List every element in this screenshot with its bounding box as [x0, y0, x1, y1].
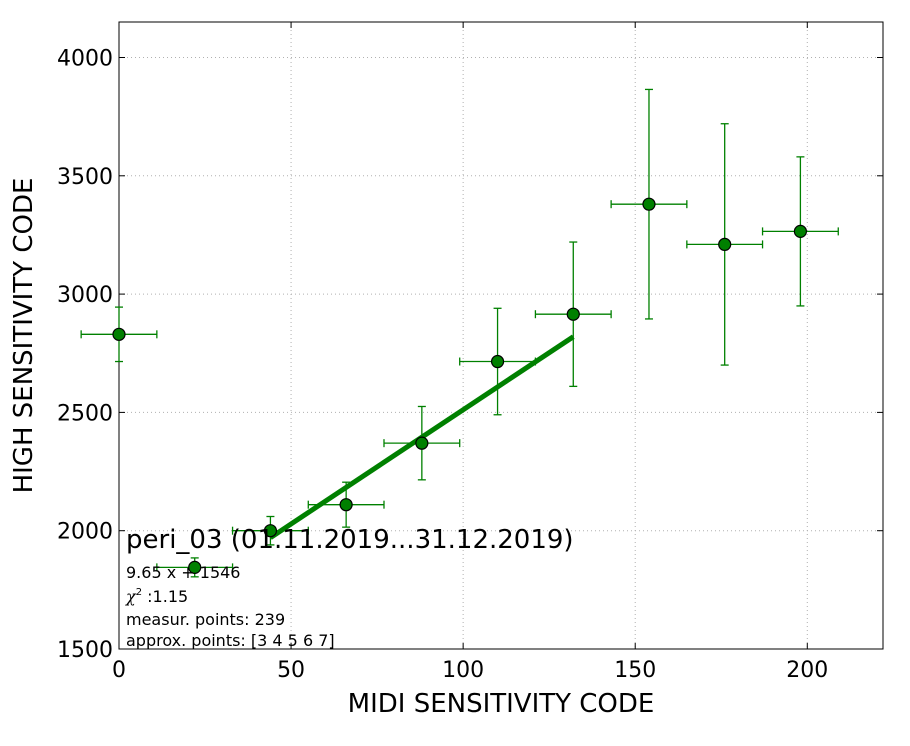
chi-value: :1.15 [142, 587, 188, 606]
data-point-marker [642, 197, 656, 211]
annotation-approx-points: approx. points: [3 4 5 6 7] [126, 631, 335, 650]
x-tick-label: 100 [442, 658, 484, 683]
chi-symbol: χ [125, 587, 137, 606]
y-tick-label: 1500 [57, 638, 113, 663]
annotation-chi-square: χ2 :1.15 [125, 587, 188, 606]
data-point-marker [718, 237, 732, 252]
data-point-marker [415, 436, 429, 450]
x-axis-label: MIDI SENSITIVITY CODE [348, 689, 655, 719]
markers [112, 197, 808, 574]
data-point-marker [188, 560, 202, 574]
y-tick-label: 4000 [57, 46, 113, 71]
x-tick-label: 200 [786, 658, 828, 683]
error-bars [80, 88, 839, 578]
ticks: 0 50 100 150 200 1500 2000 2500 3000 3500 4000 [57, 22, 883, 683]
data-point-marker [263, 524, 278, 538]
x-tick-label: 50 [277, 658, 305, 683]
annotation-measur-points: measur. points: 239 [126, 610, 285, 629]
data-point-marker [566, 307, 580, 321]
y-axis-label: HIGH SENSITIVITY CODE [9, 178, 39, 494]
x-tick-label: 0 [112, 658, 126, 683]
y-tick-label: 3500 [57, 165, 113, 190]
y-tick-label: 2500 [57, 401, 113, 426]
annotation-title: peri_03 (01.11.2019...31.12.2019) [126, 525, 574, 555]
annotation-equation: 9.65 x + 1546 [126, 563, 240, 582]
y-tick-label: 2000 [57, 520, 113, 545]
x-tick-label: 150 [614, 658, 656, 683]
data-point-marker [339, 498, 353, 512]
data-point-marker [112, 327, 126, 341]
data-point-marker [793, 224, 808, 238]
data-point-marker [490, 354, 505, 369]
y-tick-label: 3000 [57, 283, 113, 308]
chi-superscript: 2 [136, 587, 142, 598]
